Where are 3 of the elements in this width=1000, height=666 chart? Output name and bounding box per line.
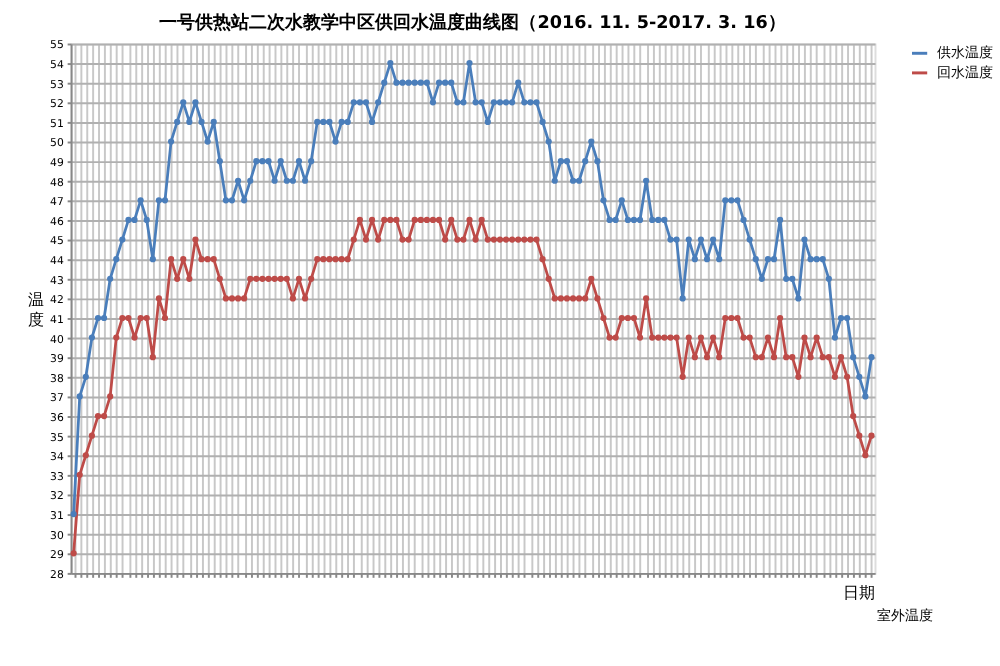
x-axis-title: 日期 (843, 584, 876, 603)
y-axis-title: 温度 (28, 291, 45, 329)
chart-title: 一号供热站二次水教学中区供回水温度曲线图（2016. 11. 5-2017. 3. 16） (159, 11, 786, 34)
